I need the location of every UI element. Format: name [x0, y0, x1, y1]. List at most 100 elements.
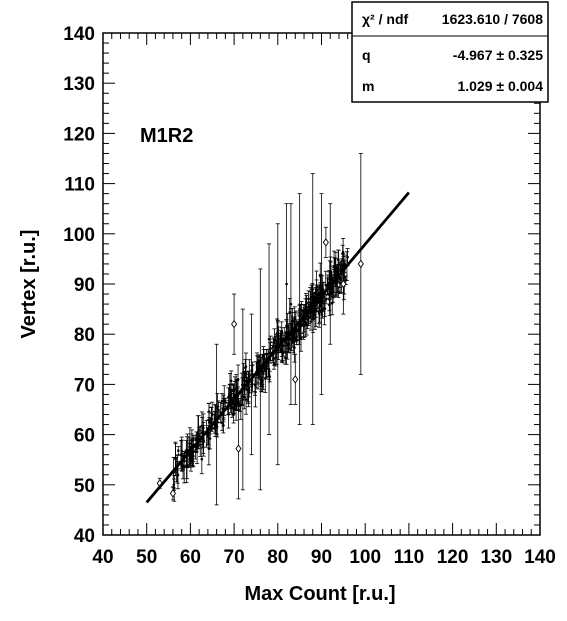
y-axis-title: Vertex [r.u.] — [18, 230, 40, 339]
data-point-marker — [241, 398, 245, 401]
data-point-marker — [287, 342, 291, 346]
data-point-marker — [280, 337, 283, 341]
data-point-marker — [244, 365, 248, 368]
data-point-marker — [311, 297, 315, 301]
data-point-marker — [264, 364, 268, 368]
data-point-marker — [210, 417, 213, 421]
data-point-marker — [292, 375, 299, 384]
y-axis-ticks — [103, 32, 540, 536]
data-point-marker — [298, 307, 301, 311]
data-point-marker — [331, 290, 335, 294]
data-point-marker — [357, 259, 364, 269]
y-tick-label: 50 — [74, 476, 95, 497]
data-point-marker — [324, 297, 328, 301]
data-point-marker — [222, 424, 225, 427]
stats-label-m: m — [362, 78, 374, 94]
x-tick-label: 60 — [180, 547, 201, 568]
data-point-marker — [273, 338, 276, 342]
fit-stats-box: χ² / ndf 1623.610 / 7608 q -4.967 ± 0.32… — [351, 1, 549, 103]
data-point-marker — [254, 390, 257, 394]
data-point-marker — [289, 302, 293, 306]
data-point-marker — [259, 378, 262, 381]
x-tick-label: 120 — [437, 547, 469, 568]
data-point-marker — [207, 434, 210, 437]
data-point-marker — [250, 383, 253, 386]
data-point-marker — [215, 423, 218, 426]
data-point-marker — [228, 394, 231, 398]
data-point-marker — [299, 337, 303, 341]
data-point-marker — [208, 437, 212, 440]
y-tick-label: 130 — [63, 74, 95, 95]
y-tick-label: 140 — [63, 24, 95, 45]
x-tick-label: 40 — [92, 547, 113, 568]
y-tick-label: 120 — [63, 124, 95, 145]
data-point-marker — [262, 354, 265, 358]
annotation-label: M1R2 — [140, 125, 193, 147]
data-point-marker — [255, 361, 259, 365]
data-point-marker — [307, 316, 310, 319]
data-point-marker — [336, 258, 340, 261]
y-tick-label: 90 — [74, 275, 95, 296]
x-tick-label: 110 — [394, 547, 425, 568]
data-point-marker — [222, 399, 226, 402]
data-point-marker — [332, 265, 336, 268]
data-point-marker — [337, 263, 340, 266]
data-point-marker — [229, 397, 233, 401]
x-tick-label: 130 — [480, 547, 512, 568]
data-point-marker — [235, 444, 242, 453]
x-tick-label: 50 — [136, 547, 157, 568]
data-point-marker — [303, 321, 307, 324]
data-point-marker — [182, 465, 186, 469]
data-point-marker — [232, 413, 235, 416]
data-point-marker — [248, 374, 251, 378]
data-point-marker — [269, 347, 272, 350]
x-tick-label: 90 — [311, 547, 332, 568]
y-tick-label: 60 — [74, 426, 95, 447]
data-point-marker — [285, 282, 288, 286]
data-point-marker — [253, 383, 257, 387]
data-point-marker — [307, 297, 310, 301]
data-point-marker — [196, 430, 200, 434]
data-point-marker — [272, 362, 276, 366]
stats-label-chi2: χ² / ndf — [362, 11, 408, 27]
y-tick-label: 40 — [74, 526, 95, 547]
stats-value-q: -4.967 ± 0.325 — [453, 47, 543, 63]
y-tick-label: 110 — [64, 175, 95, 196]
data-point-marker — [233, 387, 237, 391]
data-point-marker — [284, 356, 287, 360]
data-point-marker — [324, 283, 328, 287]
x-tick-label: 100 — [349, 547, 381, 568]
x-tick-label: 80 — [267, 547, 288, 568]
stats-label-q: q — [362, 47, 371, 63]
data-point-marker — [322, 238, 329, 247]
y-tick-label: 70 — [74, 375, 95, 396]
data-point-marker — [177, 449, 180, 452]
data-point-marker — [242, 395, 246, 399]
data-point-marker — [224, 401, 227, 404]
data-point-marker — [305, 323, 309, 327]
x-axis-title: Max Count [r.u.] — [244, 583, 395, 605]
data-point-marker — [244, 398, 248, 401]
x-tick-label: 70 — [224, 547, 245, 568]
data-point-marker — [220, 399, 224, 403]
data-point-marker — [334, 271, 337, 274]
data-point-marker — [302, 310, 306, 313]
stats-value-m: 1.029 ± 0.004 — [457, 78, 543, 94]
data-point-marker — [246, 388, 249, 392]
data-point-marker — [231, 319, 238, 329]
data-point-marker — [296, 329, 300, 332]
data-point-marker — [229, 379, 233, 383]
stats-box-frame — [351, 1, 549, 103]
data-point-marker — [239, 403, 243, 407]
data-point-marker — [195, 450, 199, 454]
data-point-marker — [200, 457, 204, 461]
data-point-marker — [179, 453, 183, 457]
data-point-marker — [294, 330, 298, 334]
data-point-marker — [192, 450, 195, 454]
fit-line — [145, 191, 410, 504]
y-axis-tick-labels: 40 50 60 70 80 90 100 110 120 130 140 — [63, 24, 95, 547]
data-point-marker — [344, 278, 348, 282]
data-point-marker — [227, 412, 230, 416]
data-point-marker — [323, 307, 327, 310]
